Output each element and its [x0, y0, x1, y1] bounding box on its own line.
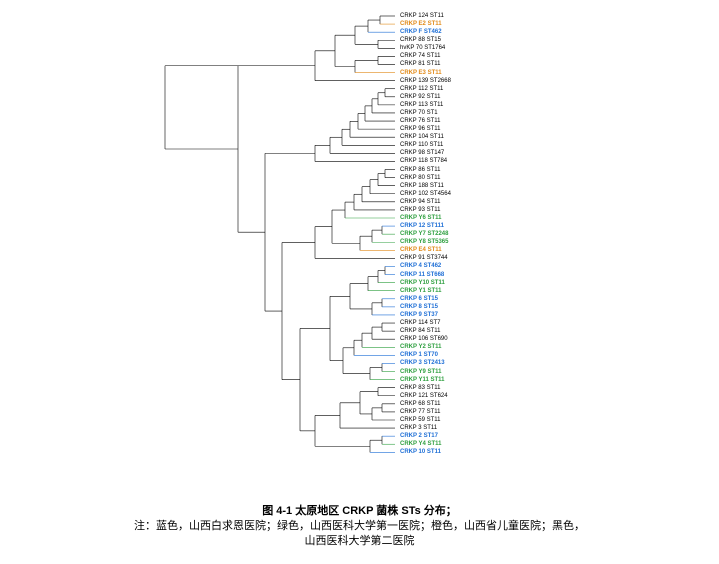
leaf-label: CRKP Y6 ST11 — [400, 214, 441, 222]
leaf-label: CRKP 12 ST111 — [400, 222, 444, 230]
leaf-label: CRKP 84 ST11 — [400, 327, 440, 335]
leaf-label: CRKP Y2 ST11 — [400, 343, 441, 351]
leaf-label: CRKP Y1 ST11 — [400, 287, 441, 295]
leaf-label: CRKP 113 ST11 — [400, 101, 443, 109]
leaf-label: CRKP 1 ST70 — [400, 351, 438, 359]
leaf-label: CRKP 86 ST11 — [400, 166, 440, 174]
leaf-label: CRKP 59 ST11 — [400, 416, 440, 424]
leaf-label: CRKP Y4 ST11 — [400, 440, 441, 448]
leaf-label: CRKP 121 ST624 — [400, 392, 448, 400]
leaf-label: CRKP Y9 ST11 — [400, 368, 441, 376]
leaf-label: CRKP 124 ST11 — [400, 12, 444, 20]
leaf-label: CRKP 96 ST11 — [400, 125, 440, 133]
leaf-label: CRKP 77 ST11 — [400, 408, 440, 416]
leaf-label: CRKP 81 ST11 — [400, 60, 440, 68]
leaf-label: CRKP 8 ST15 — [400, 303, 438, 311]
leaf-label: CRKP 2 ST17 — [400, 432, 438, 440]
leaf-label: CRKP Y11 ST11 — [400, 376, 444, 384]
leaf-label: CRKP 9 ST37 — [400, 311, 438, 319]
leaf-label: CRKP 112 ST11 — [400, 85, 443, 93]
leaf-label: CRKP 88 ST15 — [400, 36, 441, 44]
figure-title: 图 4-1 太原地区 CRKP 菌株 STs 分布； — [0, 504, 719, 519]
leaf-label: hvKP 70 ST1764 — [400, 44, 445, 52]
leaf-label: CRKP 93 ST11 — [400, 206, 440, 214]
leaf-label: CRKP Y8 ST5365 — [400, 238, 448, 246]
leaf-label: CRKP 10 ST11 — [400, 448, 441, 456]
leaf-label: CRKP 118 ST784 — [400, 157, 447, 165]
leaf-label: CRKP 6 ST15 — [400, 295, 438, 303]
leaf-label: CRKP 76 ST11 — [400, 117, 440, 125]
leaf-label: CRKP 106 ST690 — [400, 335, 448, 343]
leaf-label: CRKP 188 ST11 — [400, 182, 444, 190]
leaf-label: CRKP Y10 ST11 — [400, 279, 445, 287]
leaf-label: CRKP 70 ST1 — [400, 109, 438, 117]
leaf-label: CRKP 3 ST11 — [400, 424, 437, 432]
leaf-label: CRKP 83 ST11 — [400, 384, 440, 392]
leaf-label: CRKP 102 ST4564 — [400, 190, 451, 198]
figure-note-2: 山西医科大学第二医院 — [0, 534, 719, 549]
leaf-label: CRKP 139 ST2668 — [400, 77, 451, 85]
leaf-label: CRKP 68 ST11 — [400, 400, 440, 408]
leaf-label: CRKP 92 ST11 — [400, 93, 440, 101]
leaf-label: CRKP 80 ST11 — [400, 174, 440, 182]
leaf-label: CRKP 94 ST11 — [400, 198, 440, 206]
leaf-label: CRKP E3 ST11 — [400, 69, 442, 77]
leaf-label: CRKP 74 ST11 — [400, 52, 440, 60]
leaf-label: CRKP E2 ST11 — [400, 20, 442, 28]
phylo-tree — [0, 0, 719, 564]
leaf-label: CRKP 98 ST147 — [400, 149, 444, 157]
leaf-label: CRKP 110 ST11 — [400, 141, 443, 149]
leaf-label: CRKP 91 ST3744 — [400, 254, 448, 262]
leaf-label: CRKP E4 ST11 — [400, 246, 442, 254]
leaf-label: CRKP 114 ST7 — [400, 319, 440, 327]
leaf-label: CRKP 11 ST668 — [400, 271, 444, 279]
leaf-label: CRKP 104 ST11 — [400, 133, 444, 141]
leaf-label: CRKP F ST462 — [400, 28, 442, 36]
leaf-label: CRKP 3 ST2413 — [400, 359, 445, 367]
figure-note-1: 注：蓝色，山西白求恩医院；绿色，山西医科大学第一医院；橙色，山西省儿童医院；黑色… — [0, 519, 719, 534]
leaf-label: CRKP Y7 ST2248 — [400, 230, 448, 238]
leaf-label: CRKP 4 ST462 — [400, 262, 441, 270]
